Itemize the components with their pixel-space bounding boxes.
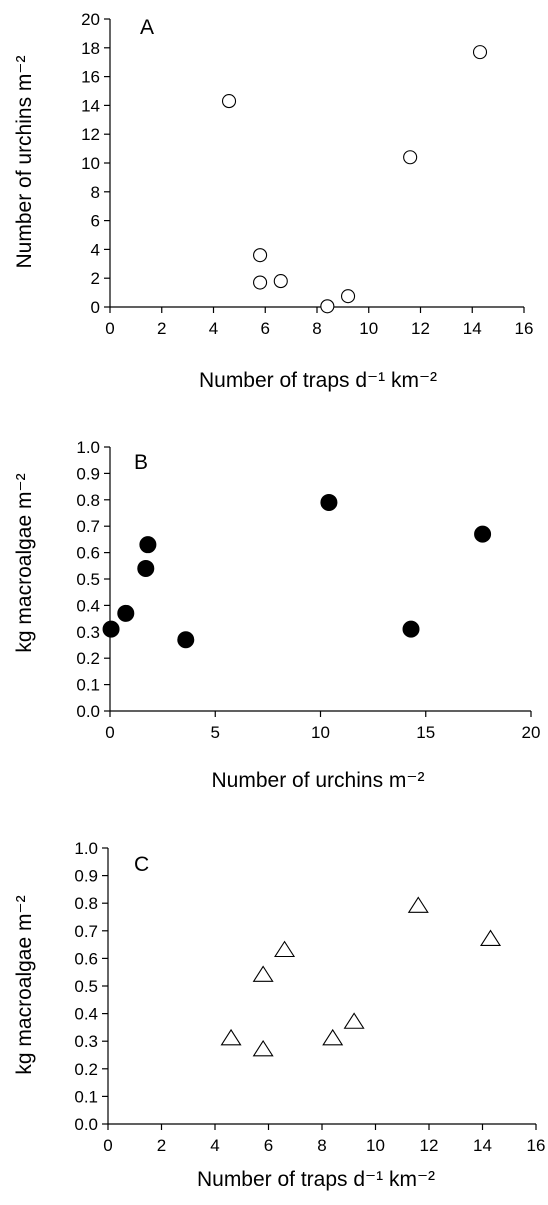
panel-a: A Number of urchins m⁻² Number of traps … [13, 10, 533, 392]
panel-c-data-point [252, 965, 274, 982]
panel-b-x-tick-label: 10 [311, 723, 330, 742]
panel-a-data-point [320, 299, 335, 314]
panel-a-data-point [221, 94, 237, 109]
panel-c-y-tick-label: 0.3 [74, 1032, 98, 1051]
panel-c-data-point [480, 929, 502, 947]
panel-a-y-tick-label: 12 [81, 125, 100, 144]
panel-c-y-tick-label: 1.0 [74, 839, 98, 858]
panel-c-y-tick-label: 0.9 [74, 867, 98, 886]
panel-a-data-point [273, 274, 288, 289]
panel-a-data-point [472, 45, 488, 60]
panel-c-data-point [407, 896, 429, 913]
panel-c: C kg macroalgae m⁻² Number of traps d⁻¹ … [13, 839, 545, 1191]
panel-b-y-tick-label: 0.0 [76, 702, 100, 721]
panel-a-plot-area: 0 2 4 6 8 10 12 14 16 0 2 4 6 8 10 12 14 16 18 20 [81, 10, 533, 338]
panel-c-y-tick-label: 0.2 [74, 1060, 98, 1079]
panel-c-x-tick-label: 2 [157, 1136, 166, 1155]
panel-b-letter: B [134, 451, 148, 474]
panel-a-x-tick-label: 8 [312, 319, 321, 338]
panel-c-data-point [252, 1039, 274, 1057]
panel-b-data-point [137, 559, 155, 577]
panel-b-plot-area: 0 5 10 15 20 0.0 0.1 0.2 0.3 0.4 0.5 0.6 0.7 0.8 0.9 1.… [76, 438, 540, 742]
panel-a-y-axis-title: Number of urchins m⁻² [13, 56, 36, 269]
panel-a-x-tick-label: 12 [411, 319, 430, 338]
panel-c-x-tick-label: 16 [527, 1136, 546, 1155]
panel-c-y-tick-label: 0.1 [74, 1087, 98, 1106]
panel-a-data-point [253, 275, 268, 290]
panel-b-x-tick-label: 20 [522, 723, 541, 742]
panel-c-y-tick-label: 0.4 [74, 1005, 98, 1024]
panel-c-x-axis-title: Number of traps d⁻¹ km⁻² [197, 1168, 435, 1191]
panel-a-y-tick-label: 4 [91, 240, 100, 259]
panel-b-y-tick-label: 0.1 [76, 676, 100, 695]
panel-c-y-tick-label: 0.0 [74, 1115, 98, 1134]
panel-a-y-tick-label: 20 [81, 10, 100, 29]
panel-c-y-tick-label: 0.6 [74, 949, 98, 968]
panel-a-x-tick-label: 2 [157, 319, 166, 338]
panel-b-y-tick-label: 1.0 [76, 438, 100, 457]
panel-b-data-point [402, 620, 420, 638]
panel-a-x-axis-title: Number of traps d⁻¹ km⁻² [199, 369, 437, 392]
panel-c-plot-area: 0 2 4 6 8 10 12 14 16 0.0 0.1 0.2 0.3 0.4 0.5 0.6 0.7 0.8… [74, 839, 545, 1155]
panel-b-y-axis-title: kg macroalgae m⁻² [13, 473, 36, 652]
panel-c-x-tick-label: 8 [317, 1136, 326, 1155]
panel-b: B kg macroalgae m⁻² Number of urchins m⁻… [13, 438, 540, 792]
panel-b-x-tick-label: 5 [211, 723, 220, 742]
panel-b-y-tick-label: 0.4 [76, 596, 100, 615]
panel-a-x-tick-label: 16 [515, 319, 534, 338]
panel-a-data-point [403, 150, 418, 165]
panel-a-x-tick-label: 10 [359, 319, 378, 338]
panel-b-y-tick-label: 0.7 [76, 517, 100, 536]
panel-b-data-point [320, 493, 338, 511]
panel-a-data-point [340, 289, 356, 304]
panel-b-y-tick-label: 0.6 [76, 544, 100, 563]
panel-c-x-tick-label: 0 [103, 1136, 112, 1155]
panel-b-data-point [117, 604, 135, 622]
panel-b-y-tick-label: 0.9 [76, 464, 100, 483]
panel-b-x-tick-label: 15 [416, 723, 435, 742]
panel-a-x-tick-label: 6 [261, 319, 270, 338]
panel-c-x-tick-label: 14 [473, 1136, 492, 1155]
panel-b-y-tick-label: 0.8 [76, 491, 100, 510]
panel-a-x-tick-label: 0 [105, 319, 114, 338]
panel-c-y-tick-label: 0.8 [74, 894, 98, 913]
panel-c-data-point [274, 940, 296, 958]
panel-b-data-point [474, 525, 492, 543]
panel-a-y-tick-label: 18 [81, 39, 100, 58]
panel-c-y-tick-label: 0.5 [74, 977, 98, 996]
panel-a-y-tick-label: 8 [91, 183, 100, 202]
panel-c-y-tick-label: 0.7 [74, 922, 98, 941]
panel-b-data-point [102, 620, 120, 638]
panel-a-y-tick-label: 2 [91, 269, 100, 288]
panel-c-x-tick-label: 12 [420, 1136, 439, 1155]
panel-c-data-point [343, 1012, 365, 1029]
panel-c-x-tick-label: 4 [210, 1136, 219, 1155]
panel-b-y-tick-label: 0.3 [76, 623, 100, 642]
panel-b-data-point [139, 536, 157, 554]
panel-a-data-point [253, 248, 268, 263]
panel-a-y-tick-label: 16 [81, 68, 100, 87]
panel-a-x-tick-label: 14 [463, 319, 482, 338]
panel-b-x-axis-title: Number of urchins m⁻² [212, 769, 425, 792]
panel-c-y-axis-title: kg macroalgae m⁻² [13, 895, 36, 1074]
panel-b-y-tick-label: 0.2 [76, 649, 100, 668]
panel-a-y-tick-label: 6 [91, 212, 100, 231]
panel-c-letter: C [134, 853, 149, 876]
panel-b-y-tick-label: 0.5 [76, 570, 100, 589]
panel-c-x-tick-label: 10 [366, 1136, 385, 1155]
panel-a-letter: A [140, 16, 154, 39]
panel-a-x-tick-label: 4 [209, 319, 218, 338]
panel-b-x-tick-label: 0 [105, 723, 114, 742]
panel-a-y-tick-label: 14 [81, 96, 100, 115]
panel-a-y-tick-label: 10 [81, 154, 100, 173]
panel-b-data-point [177, 631, 195, 649]
panel-c-data-point [322, 1028, 344, 1046]
panel-c-data-point [220, 1028, 242, 1046]
panel-a-y-tick-label: 0 [91, 298, 100, 317]
panel-c-x-tick-label: 6 [264, 1136, 273, 1155]
